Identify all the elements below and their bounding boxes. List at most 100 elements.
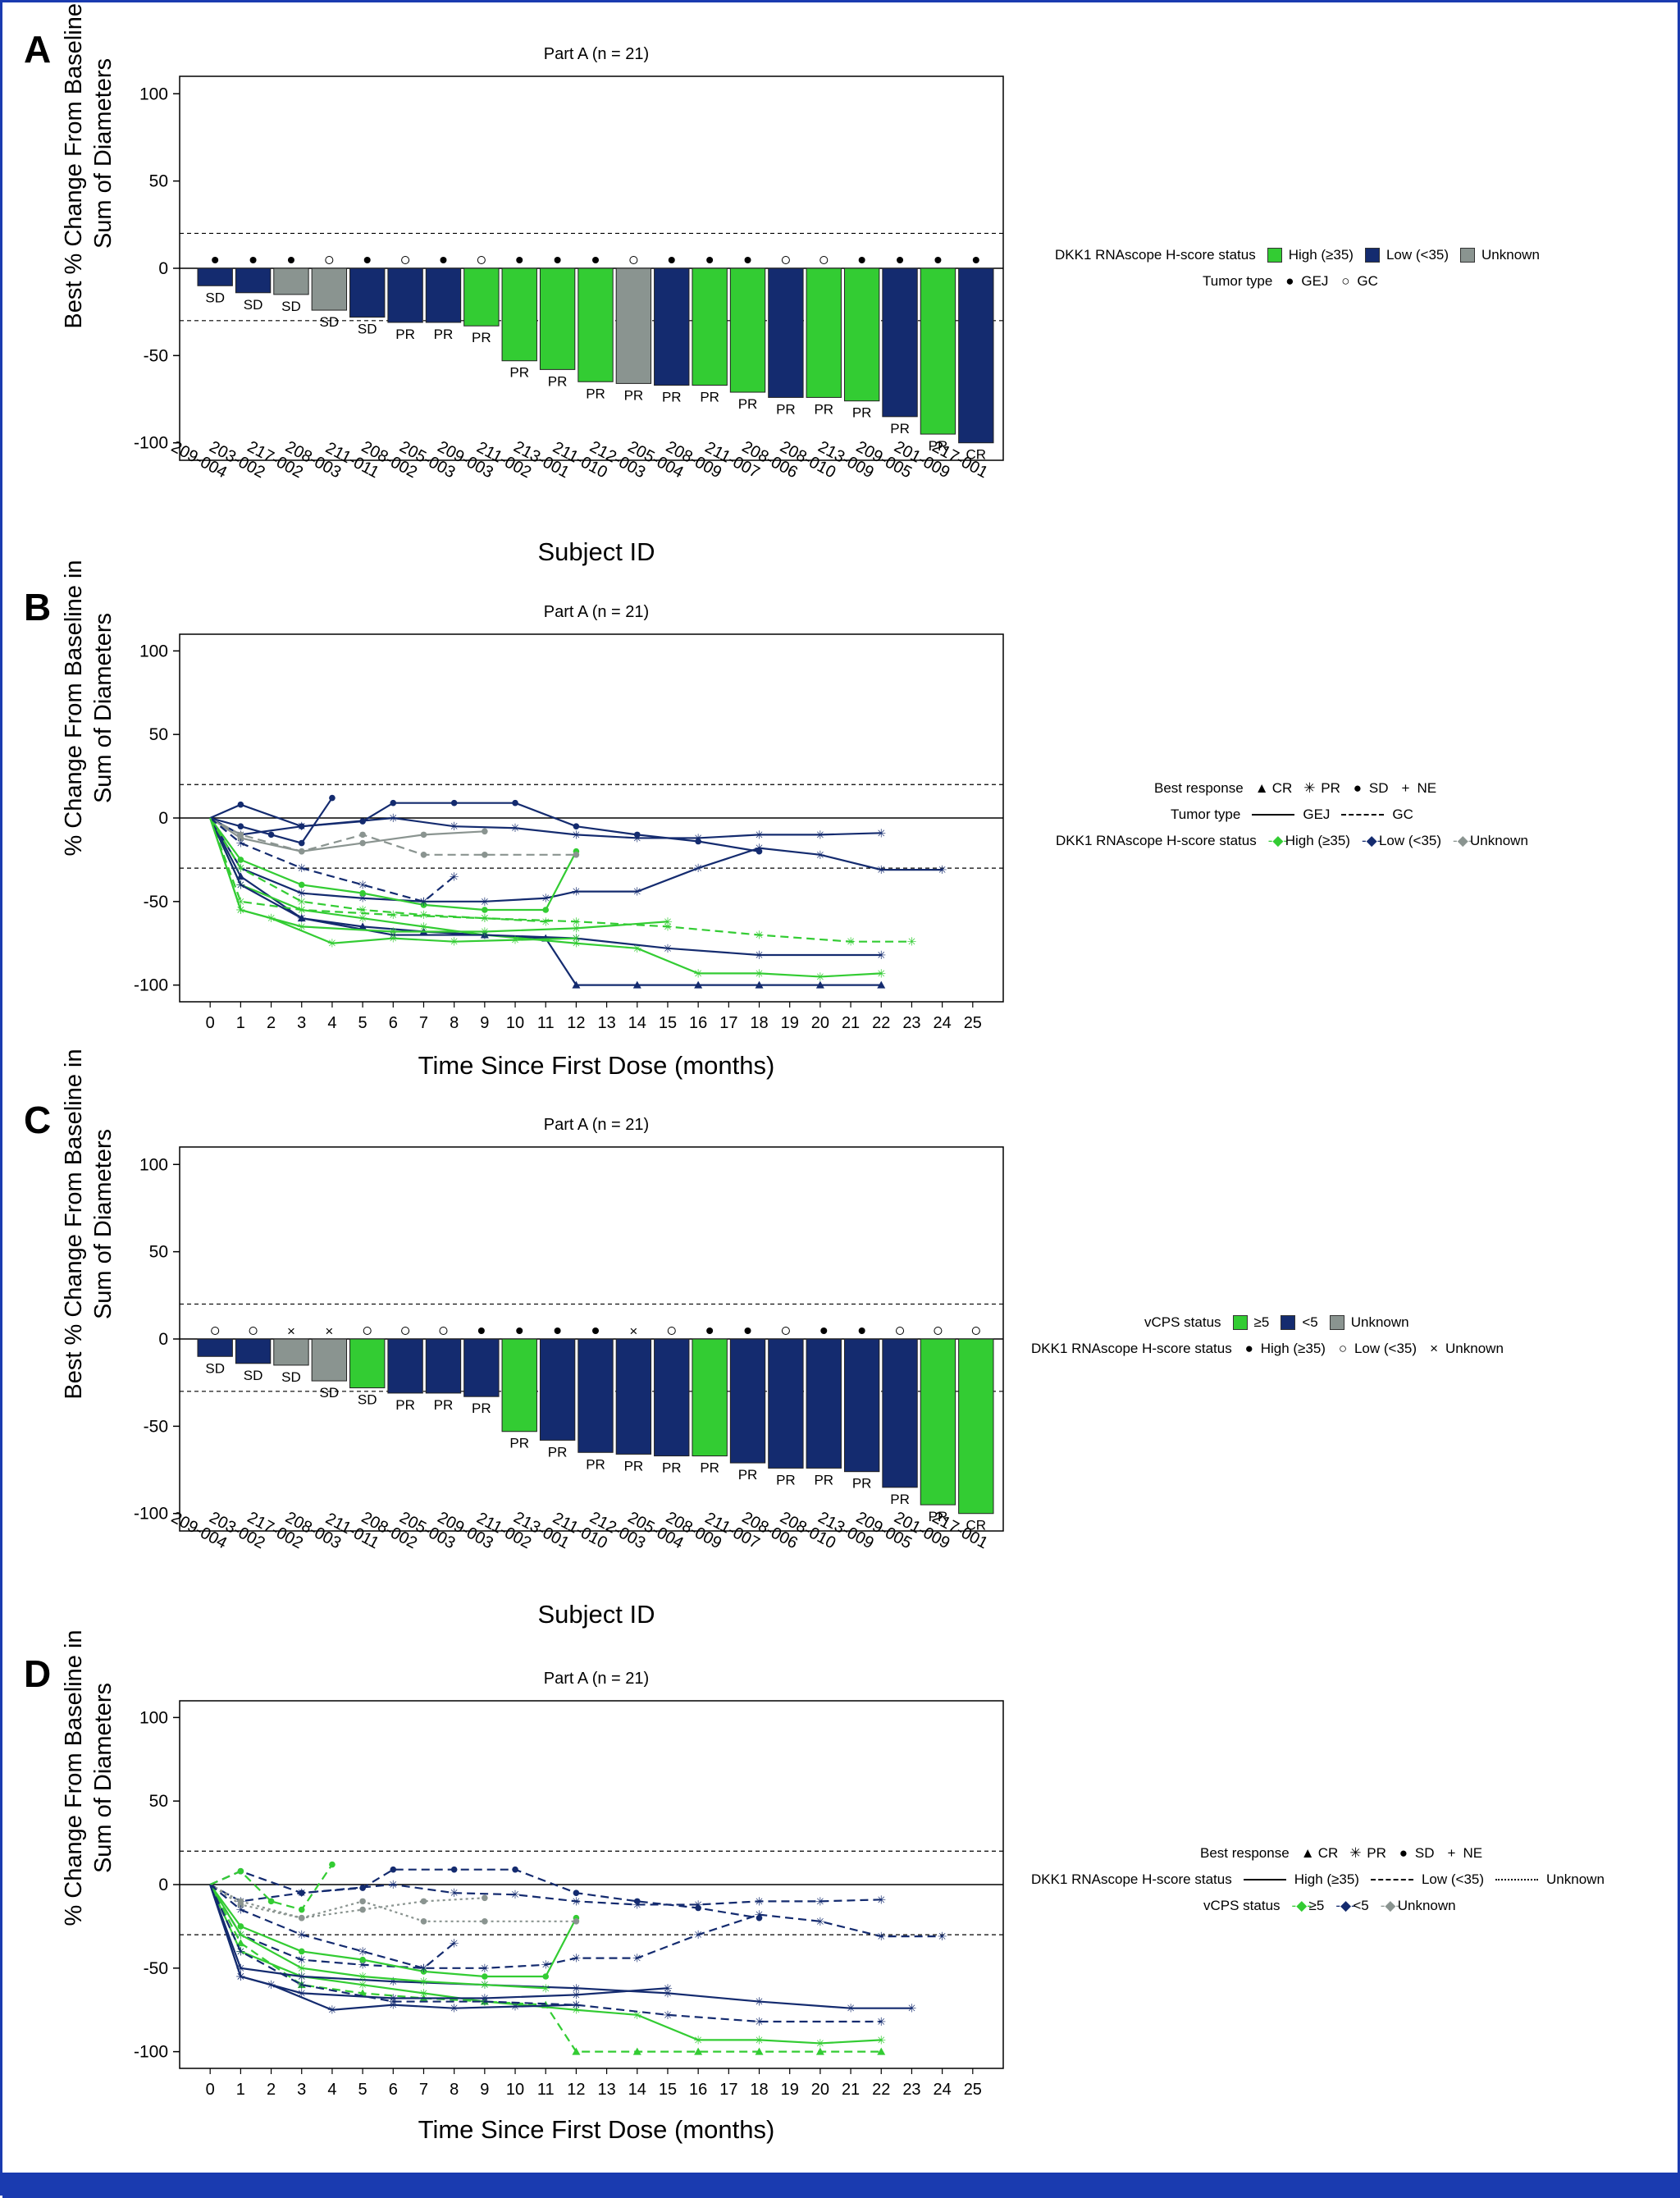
x-tick-label: 16: [689, 2081, 707, 2099]
top-marker-open: [781, 1327, 790, 1335]
series-line: [209, 817, 882, 957]
top-marker-filled: [440, 257, 447, 263]
point-marker-asterisk: ✳: [815, 1915, 825, 1928]
bar: [235, 267, 272, 294]
x-tick-label: 6: [389, 2081, 398, 2099]
legend-title: DKK1 RNAscope H-score status: [1056, 833, 1257, 848]
navy-line-marker-icon: -◆-: [1361, 833, 1382, 848]
navy-line-marker-icon: -◆-: [1335, 1898, 1356, 1913]
legend-item-unknown: × Unknown: [1428, 1341, 1504, 1357]
y-tick-label: -50: [144, 346, 168, 365]
point-marker-asterisk: ✳: [358, 878, 368, 891]
x-tick-label: 4: [327, 1014, 336, 1032]
bar-response-label: SD: [320, 314, 340, 330]
legend-title: vCPS status: [1144, 1314, 1221, 1330]
legend-item-pr: ✳ PR: [1303, 780, 1340, 796]
x-tick-label: 20: [811, 1014, 829, 1032]
legend-item-cr: ▲ CR: [1254, 780, 1293, 796]
bar-response-label: SD: [281, 1369, 301, 1385]
top-marker-filled: [706, 257, 714, 263]
point-marker-asterisk: ✳: [236, 878, 246, 891]
x-tick-label: 14: [628, 2081, 646, 2099]
bar-response-label: PR: [434, 1397, 454, 1413]
x-tick-label: 24: [934, 2081, 952, 2099]
legend-item-gej: ● GEJ: [1285, 273, 1329, 289]
point-marker-asterisk: ✳: [663, 915, 673, 928]
point-marker-dot: [237, 1901, 244, 1908]
legend-item-gc: ○ GC: [1341, 273, 1378, 289]
x-tick-label: 25: [964, 1014, 982, 1032]
bar-response-label: PR: [814, 401, 833, 417]
point-marker-dot: [420, 902, 427, 908]
point-marker-asterisk: ✳: [236, 837, 246, 850]
point-marker-dot: [390, 799, 397, 807]
top-marker-open: [401, 256, 410, 264]
point-marker-asterisk: ✳: [541, 1981, 550, 1995]
y-tick-label: -50: [144, 1959, 168, 1978]
bar: [729, 1338, 766, 1464]
point-marker-asterisk: ✳: [907, 935, 917, 948]
bar-response-label: PR: [472, 1401, 491, 1416]
plus-icon: +: [1447, 1845, 1456, 1861]
point-marker-asterisk: ✳: [632, 1952, 642, 1965]
point-marker-dot: [482, 907, 488, 913]
point-marker-asterisk: ✳: [480, 1962, 490, 1975]
legend-item-low: Low (<35): [1364, 247, 1449, 263]
point-marker-asterisk: ✳: [541, 915, 550, 928]
x-tick-label: 19: [781, 1014, 799, 1032]
point-marker-asterisk: ✳: [388, 811, 398, 825]
bar: [806, 267, 842, 398]
filled-dot-icon: ●: [1285, 273, 1294, 289]
point-marker-asterisk: ✳: [755, 966, 765, 980]
series-line: [209, 817, 455, 903]
bar-response-label: SD: [244, 1368, 263, 1383]
point-marker-dot: [359, 831, 366, 839]
point-marker-asterisk: ✳: [846, 2002, 856, 2015]
point-marker-asterisk: ✳: [938, 1930, 947, 1943]
top-marker-filled: [592, 257, 599, 263]
point-marker-asterisk: ✳: [755, 929, 765, 942]
point-marker-triangle: [694, 980, 703, 989]
series-line: [209, 817, 485, 852]
point-marker-asterisk: ✳: [327, 2004, 337, 2017]
bar-response-label: SD: [358, 322, 377, 337]
series-line: [209, 816, 882, 839]
point-marker-asterisk: ✳: [297, 903, 307, 916]
series-line: [209, 817, 943, 903]
point-marker-asterisk: ✳: [450, 1936, 459, 1949]
point-marker-triangle: [755, 980, 764, 989]
legend-item-gc: GC: [1341, 807, 1413, 823]
y-tick-label: -100: [134, 976, 168, 995]
bar: [311, 1338, 348, 1382]
legend-title: DKK1 RNAscope H-score status: [1031, 1341, 1232, 1356]
bar-response-label: PR: [890, 1492, 910, 1507]
point-marker-asterisk: ✳: [632, 1898, 642, 1911]
legend-dkk1: DKK1 RNAscope H-score status ● High (≥35)…: [1031, 1336, 1515, 1362]
legend-title: Best response: [1200, 1845, 1290, 1861]
point-marker-asterisk: ✳: [755, 1908, 765, 1922]
panel-b: B Part A (n = 21) % Change From Baseline…: [2, 560, 1680, 1102]
point-marker-asterisk: ✳: [388, 1975, 398, 1988]
bar: [539, 267, 576, 370]
bar: [615, 1338, 652, 1455]
point-marker-asterisk: ✳: [480, 1995, 490, 2008]
y-tick-label: 50: [149, 1243, 168, 1262]
point-marker-dot: [512, 799, 518, 807]
legend-item-low: -◆- Low (<35): [1361, 833, 1442, 848]
bar-response-label: SD: [244, 297, 263, 313]
top-marker-open: [249, 1327, 258, 1335]
point-marker-asterisk: ✳: [236, 903, 246, 916]
legend: vCPS status ≥5 <5 Unknown DKK1 RNAscope …: [1031, 1309, 1515, 1362]
x-tick-label: 25: [964, 2081, 982, 2099]
bar: [958, 267, 994, 444]
bar-response-label: PR: [624, 1458, 644, 1474]
legend-tumor: Tumor type GEJ GC: [1056, 802, 1540, 828]
point-marker-asterisk: ✳: [297, 887, 307, 900]
y-tick-label: 0: [158, 809, 168, 828]
point-marker-asterisk: ✳: [510, 1888, 520, 1901]
dashed-line-icon: [1341, 814, 1385, 816]
bar: [349, 267, 386, 318]
point-marker-dot: [359, 889, 366, 897]
top-marker-filled: [363, 257, 371, 263]
